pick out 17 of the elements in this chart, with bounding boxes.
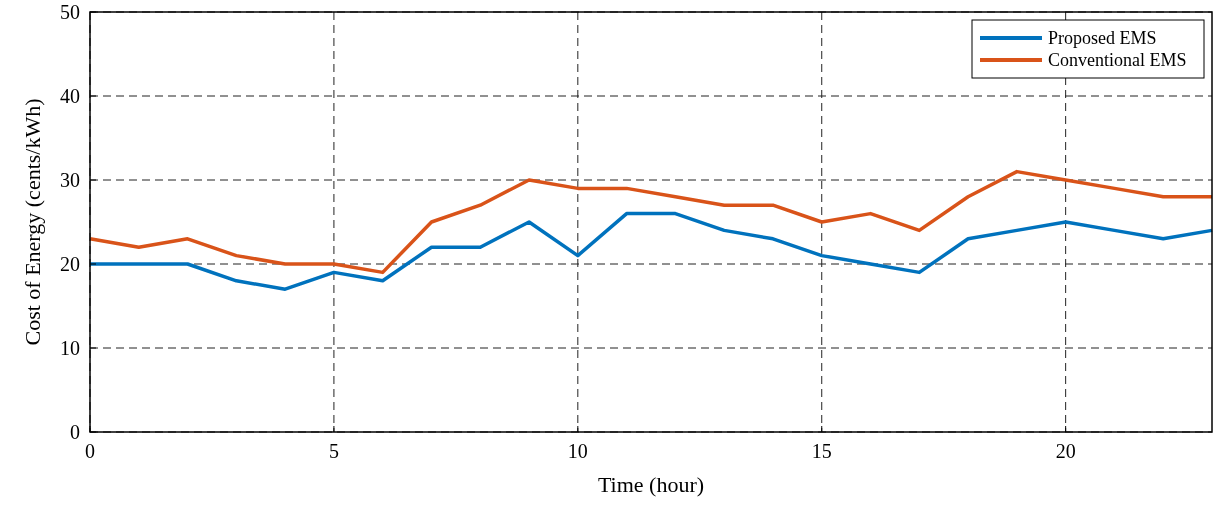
y-axis-title: Cost of Energy (cents/kWh) xyxy=(20,98,45,346)
x-tick-label: 10 xyxy=(567,440,588,462)
x-tick-label: 0 xyxy=(85,440,95,462)
legend-label: Conventional EMS xyxy=(1048,50,1187,71)
x-tick-label: 20 xyxy=(1055,440,1076,462)
line-series xyxy=(88,211,1214,291)
y-tick-label: 0 xyxy=(70,421,80,443)
y-tick-label: 20 xyxy=(60,253,80,275)
legend-label: Proposed EMS xyxy=(1048,28,1157,49)
x-tick-label: 5 xyxy=(328,440,339,462)
line-series xyxy=(88,169,1214,275)
x-tick-label: 15 xyxy=(811,440,832,462)
y-tick-label: 50 xyxy=(60,1,80,23)
x-axis-title: Time (hour) xyxy=(597,472,705,497)
y-tick-label: 40 xyxy=(60,85,80,107)
y-tick-label: 30 xyxy=(60,169,80,191)
y-tick-label: 10 xyxy=(60,337,80,359)
